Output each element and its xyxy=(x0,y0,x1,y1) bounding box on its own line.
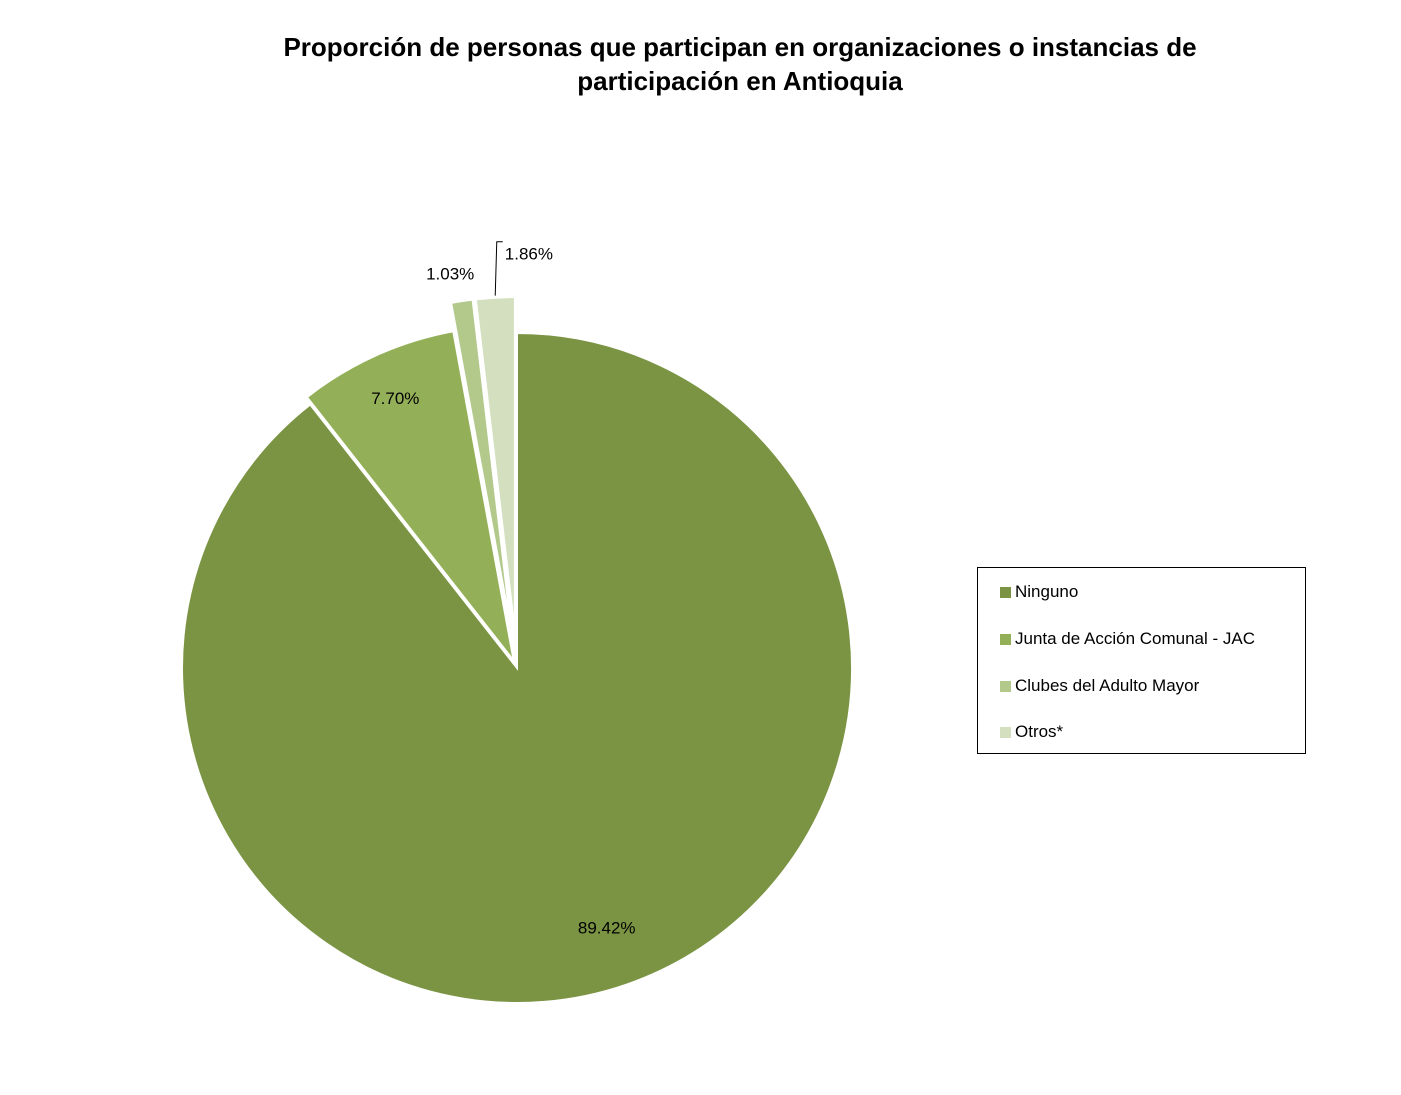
legend-item-clubes: Clubes del Adulto Mayor xyxy=(1000,675,1199,697)
data-label-otros: 1.86% xyxy=(505,245,553,264)
legend-item-jac: Junta de Acción Comunal - JAC xyxy=(1000,628,1255,650)
pie-slice-otros xyxy=(474,296,516,633)
legend-label-clubes: Clubes del Adulto Mayor xyxy=(1015,676,1200,695)
legend-swatch-ninguno xyxy=(1000,586,1011,598)
legend-swatch-clubes xyxy=(1000,680,1011,692)
legend-label-jac: Junta de Acción Comunal - JAC xyxy=(1015,629,1256,648)
legend-item-ninguno: Ninguno xyxy=(1000,581,1078,603)
leader-line-otros xyxy=(494,241,503,296)
legend-swatch-jac xyxy=(1000,633,1011,645)
legend: Ninguno Junta de Acción Comunal - JAC Cl… xyxy=(977,567,1306,754)
legend-item-otros: Otros* xyxy=(1000,721,1063,743)
legend-swatch-otros xyxy=(1000,726,1011,738)
legend-label-otros: Otros* xyxy=(1015,722,1064,741)
data-label-ninguno: 89.42% xyxy=(578,919,636,938)
pie-slice-clubes xyxy=(449,298,513,633)
data-label-jac: 7.70% xyxy=(371,389,419,408)
chart-title-line-1: Proporción de personas que participan en… xyxy=(283,32,1197,62)
chart-title-line-2: participación en Antioquia xyxy=(577,66,903,96)
chart-title: Proporción de personas que participan en… xyxy=(140,30,1340,98)
legend-label-ninguno: Ninguno xyxy=(1015,582,1079,601)
pie-slice-ninguno xyxy=(181,331,853,1004)
data-label-clubes: 1.03% xyxy=(426,264,474,283)
pie-slice-jac xyxy=(305,330,515,662)
